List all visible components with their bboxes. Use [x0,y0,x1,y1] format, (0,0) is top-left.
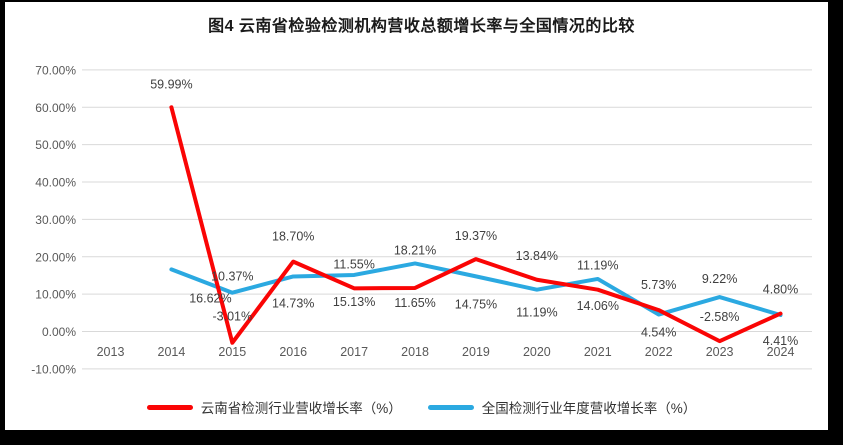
data-label: 4.80% [763,283,798,297]
data-label: 4.41% [763,334,798,348]
data-label: 16.62% [189,291,231,305]
x-axis-tick-label: 2023 [706,345,734,359]
data-label: 9.22% [702,272,737,286]
x-axis-tick-label: 2017 [340,345,368,359]
x-axis-tick-label: 2019 [462,345,490,359]
chart-title: 图4 云南省检验检测机构营收总额增长率与全国情况的比较 [208,18,635,35]
data-label: -3.01% [213,310,253,324]
legend-item-national: 全国检测行业年度营收增长率（%） [427,397,697,417]
y-axis-tick-label: 30.00% [35,213,76,227]
data-label: 10.37% [211,270,253,284]
data-label: 11.19% [516,306,557,320]
data-label: 11.19% [577,259,618,273]
data-label: 4.54% [641,326,676,340]
data-label: 13.84% [516,249,558,263]
data-label: 14.73% [272,296,314,310]
y-axis-tick-label: 40.00% [35,176,76,190]
x-axis-tick-label: 2015 [218,345,246,359]
data-label: 59.99% [150,77,192,91]
x-axis-tick-label: 2018 [401,345,429,359]
y-axis-tick-label: 70.00% [35,63,76,77]
y-axis-tick-label: 0.00% [42,325,76,339]
y-axis-tick-label: -10.00% [31,362,76,376]
y-axis-tick-label: 50.00% [35,138,76,152]
x-axis-tick-label: 2022 [645,345,673,359]
data-label: 18.21% [394,243,436,257]
x-axis-tick-label: 2021 [584,345,612,359]
chart-legend: 云南省检测行业营收增长率（%） 全国检测行业年度营收增长率（%） [0,394,843,420]
legend-label-national: 全国检测行业年度营收增长率（%） [481,401,697,416]
y-axis-tick-label: 20.00% [35,250,76,264]
data-label: 19.37% [455,229,497,243]
x-axis-tick-label: 2013 [97,345,125,359]
data-label: 18.70% [272,230,314,244]
legend-label-yunnan: 云南省检测行业营收增长率（%） [200,401,402,416]
national-line-swatch-icon [427,404,474,410]
data-label: -2.58% [700,310,740,324]
yunnan-line-swatch-icon [146,404,193,410]
x-axis-tick-label: 2024 [767,345,795,359]
y-axis-tick-label: 10.00% [35,288,76,302]
data-label: 11.65% [394,296,435,310]
data-label: 11.55% [333,257,374,271]
data-label: 14.75% [455,297,497,311]
y-axis-tick-label: 60.00% [35,101,76,115]
data-label: 14.06% [577,299,619,313]
yunnan-series-line [169,105,783,345]
data-label: 15.13% [333,295,375,309]
x-axis-tick-label: 2014 [158,345,186,359]
x-axis-tick-label: 2020 [523,345,551,359]
chart-background [5,2,828,430]
legend-item-yunnan: 云南省检测行业营收增长率（%） [146,397,402,417]
data-label: 5.73% [641,278,676,292]
national-series-line [169,261,783,318]
x-axis-tick-label: 2016 [279,345,307,359]
